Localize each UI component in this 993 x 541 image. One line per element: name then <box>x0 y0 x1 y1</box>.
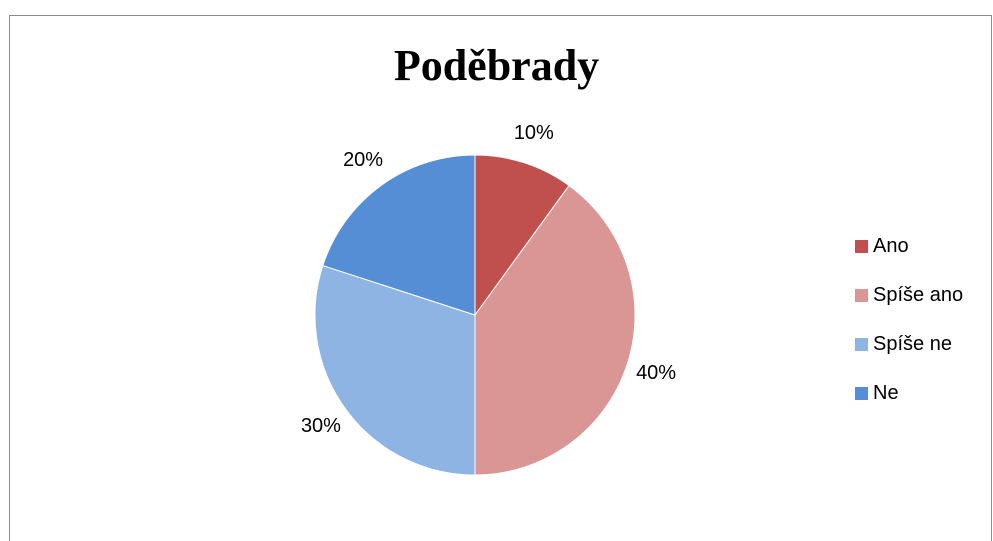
data-label: 20% <box>343 149 383 171</box>
chart-title: Poděbrady <box>393 41 600 90</box>
legend-swatch <box>855 386 868 400</box>
pie-slice-spíše-ano <box>474 184 636 476</box>
data-label: 30% <box>301 415 341 437</box>
pie-slice-ne <box>322 154 476 316</box>
pie-slice-ano <box>474 154 570 317</box>
legend-label: Spíše ne <box>873 332 952 355</box>
legend-item: Spíše ne <box>855 332 963 356</box>
legend: Ano Spíše ano Spíše ne Ne <box>855 234 963 430</box>
data-label: 40% <box>636 362 676 384</box>
legend-label: Ne <box>873 381 899 404</box>
pie-slice-spíše-ne <box>314 264 476 476</box>
legend-item: Ano <box>855 234 963 258</box>
legend-swatch <box>855 288 868 302</box>
pie-slices <box>314 154 636 476</box>
legend-swatch <box>855 239 868 253</box>
legend-swatch <box>855 337 868 351</box>
legend-label: Ano <box>873 234 909 257</box>
legend-item: Ne <box>855 381 963 405</box>
legend-item: Spíše ano <box>855 283 963 307</box>
data-label: 10% <box>514 122 554 144</box>
legend-label: Spíše ano <box>873 283 964 306</box>
pie-data-labels: 10% 40% 30% 20% <box>301 122 676 437</box>
